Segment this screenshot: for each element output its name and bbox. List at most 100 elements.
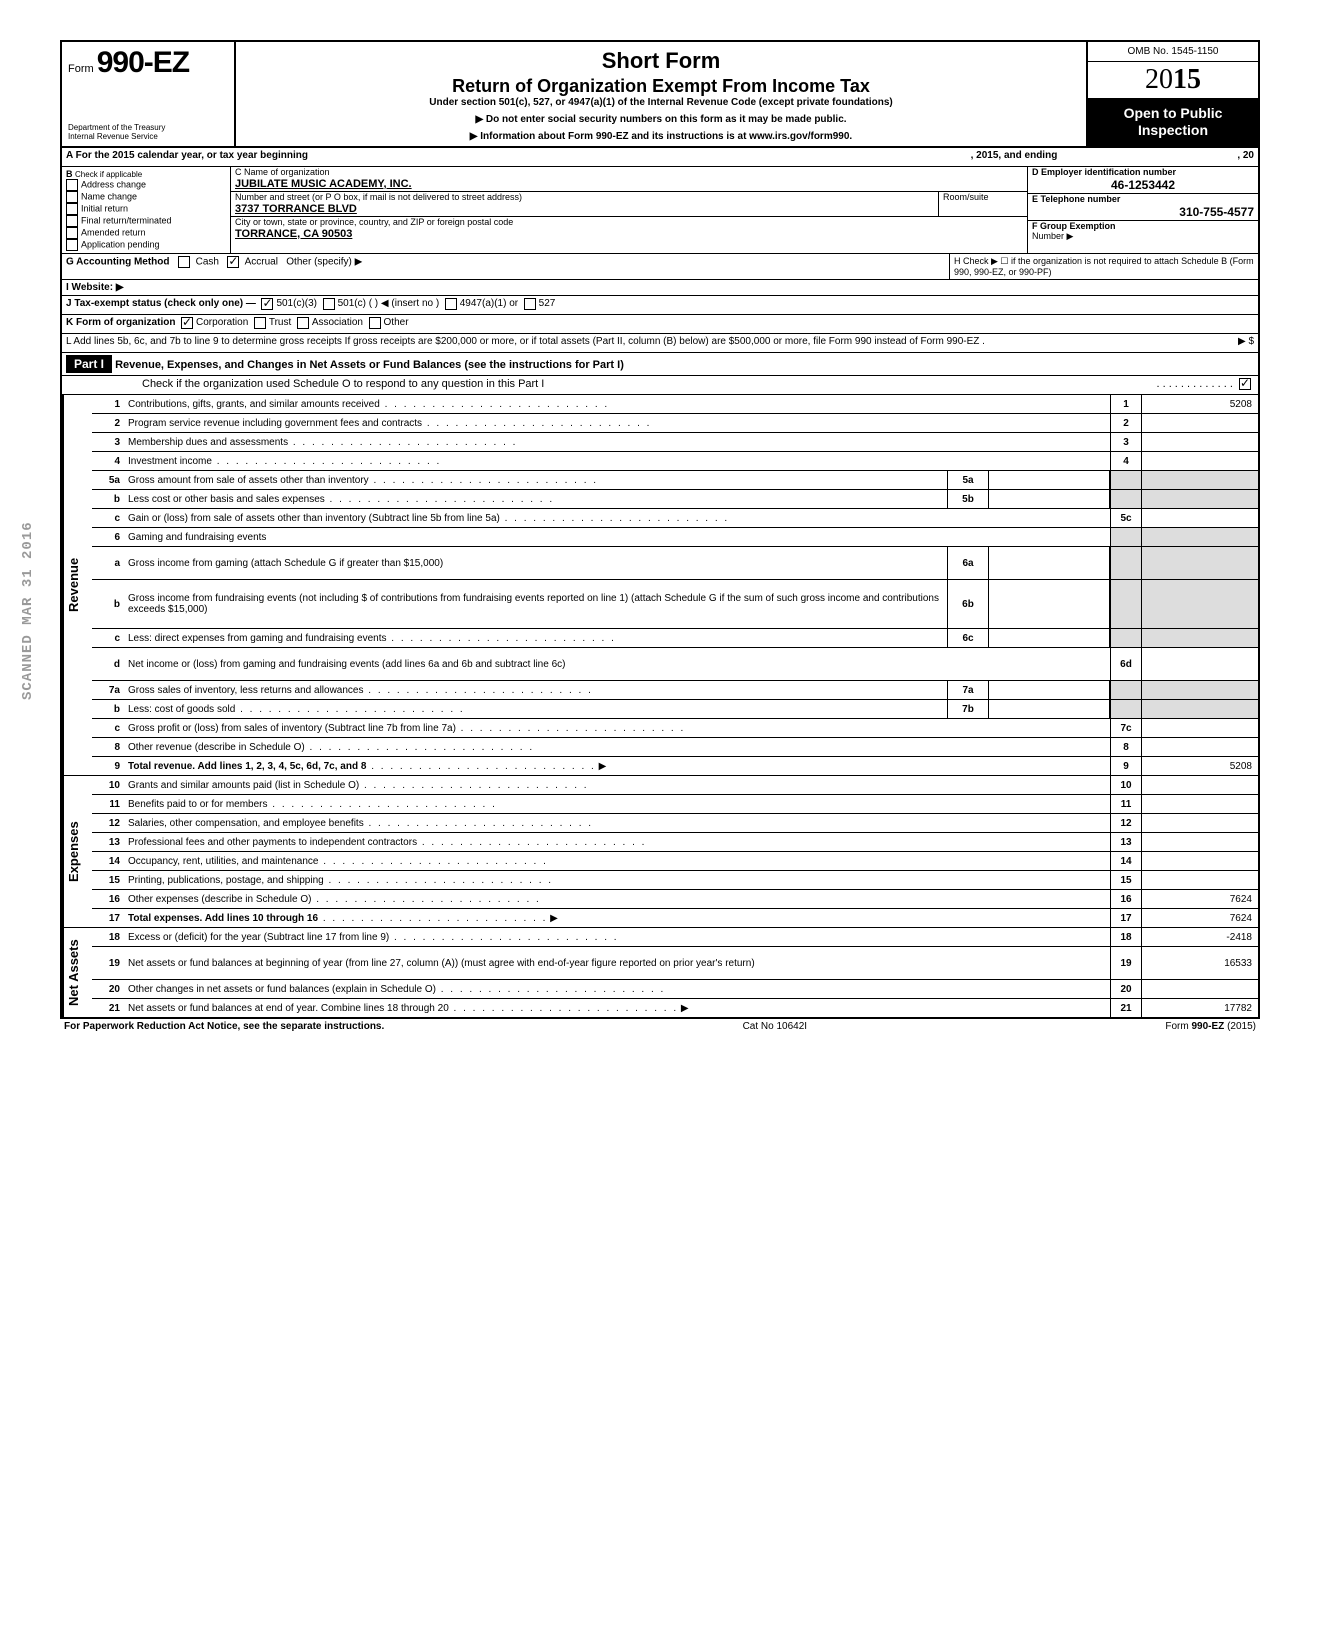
city-state-zip: TORRANCE, CA 90503: [235, 228, 1023, 240]
title-return: Return of Organization Exempt From Incom…: [244, 76, 1078, 97]
val-line10: [1141, 776, 1258, 794]
val-line2: [1141, 414, 1258, 432]
street-address: 3737 TORRANCE BLVD: [235, 203, 934, 215]
footer-right: Form 990-EZ (2015): [1165, 1021, 1256, 1032]
form-number: 990-EZ: [97, 46, 189, 79]
title-short-form: Short Form: [244, 48, 1078, 74]
b-label: B: [66, 169, 73, 179]
room-suite-label: Room/suite: [938, 192, 1027, 216]
chk-app-pending[interactable]: Application pending: [66, 239, 226, 251]
instr-no-ssn: Do not enter social security numbers on …: [244, 114, 1078, 125]
title-cell: Short Form Return of Organization Exempt…: [236, 42, 1088, 146]
row-i-website: I Website: ▶: [62, 280, 1258, 296]
chk-final-return[interactable]: Final return/terminated: [66, 215, 226, 227]
subtitle: Under section 501(c), 527, or 4947(a)(1)…: [244, 97, 1078, 108]
part1-schedO-row: Check if the organization used Schedule …: [62, 376, 1258, 395]
chk-initial-return[interactable]: Initial return: [66, 203, 226, 215]
val-line13: [1141, 833, 1258, 851]
form-number-block: Form 990-EZ: [68, 46, 228, 80]
chk-schedO[interactable]: [1239, 378, 1251, 390]
net-assets-section: Net Assets 18Excess or (deficit) for the…: [62, 928, 1258, 1017]
form-id-cell: Form 990-EZ Department of the Treasury I…: [62, 42, 236, 146]
row-j-tax-status: J Tax-exempt status (check only one) — 5…: [62, 296, 1258, 315]
form-header: Form 990-EZ Department of the Treasury I…: [62, 42, 1258, 148]
row-g-h: G Accounting Method Cash Accrual Other (…: [62, 254, 1258, 280]
form-prefix: Form: [68, 63, 94, 75]
l-text: L Add lines 5b, 6c, and 7b to line 9 to …: [66, 336, 1238, 350]
open-public-l1: Open to Public: [1090, 105, 1256, 122]
h-check-text: H Check ▶ ☐ if the organization is not r…: [949, 254, 1258, 279]
val-line8: [1141, 738, 1258, 756]
sidebar-revenue: Revenue: [62, 395, 92, 775]
val-line15: [1141, 871, 1258, 889]
d-label: D Employer identification number: [1032, 168, 1254, 178]
chk-name-change[interactable]: Name change: [66, 191, 226, 203]
open-to-public: Open to Public Inspection: [1088, 99, 1258, 146]
omb-number: OMB No. 1545-1150: [1088, 42, 1258, 62]
row-a-tax-year: A For the 2015 calendar year, or tax yea…: [62, 148, 1258, 167]
chk-4947[interactable]: [445, 298, 457, 310]
col-def: D Employer identification number 46-1253…: [1027, 167, 1258, 253]
val-line18: -2418: [1141, 928, 1258, 946]
val-line20: [1141, 980, 1258, 998]
row-a-mid: , 2015, and ending: [971, 150, 1058, 164]
c-label: C Name of organization: [235, 168, 1023, 178]
row-a-end: , 20: [1237, 150, 1254, 164]
chk-other-org[interactable]: [369, 317, 381, 329]
col-c-org-info: C Name of organization JUBILATE MUSIC AC…: [231, 167, 1027, 253]
chk-501c3[interactable]: [261, 298, 273, 310]
part1-header-row: Part I Revenue, Expenses, and Changes in…: [62, 353, 1258, 376]
j-label: J Tax-exempt status (check only one) —: [66, 298, 256, 312]
row-a-label: A For the 2015 calendar year, or tax yea…: [66, 150, 308, 164]
b-check-label: Check if applicable: [75, 170, 142, 179]
val-line9: 5208: [1141, 757, 1258, 775]
chk-trust[interactable]: [254, 317, 266, 329]
chk-address-change[interactable]: Address change: [66, 179, 226, 191]
val-line3: [1141, 433, 1258, 451]
row-l-gross-receipts: L Add lines 5b, 6c, and 7b to line 9 to …: [62, 334, 1258, 353]
l-arrow: ▶ $: [1238, 336, 1254, 350]
identity-block: B Check if applicable Address change Nam…: [62, 167, 1258, 254]
e-phone-row: E Telephone number 310-755-4577: [1028, 194, 1258, 221]
chk-527[interactable]: [524, 298, 536, 310]
dept-block: Department of the Treasury Internal Reve…: [68, 124, 228, 142]
val-line4: [1141, 452, 1258, 470]
val-line12: [1141, 814, 1258, 832]
val-line21: 17782: [1141, 999, 1258, 1017]
open-public-l2: Inspection: [1090, 122, 1256, 139]
chk-association[interactable]: [297, 317, 309, 329]
chk-amended-return[interactable]: Amended return: [66, 227, 226, 239]
sidebar-net-assets: Net Assets: [62, 928, 92, 1017]
sidebar-expenses: Expenses: [62, 776, 92, 927]
tax-year: 2015: [1088, 62, 1258, 99]
k-label: K Form of organization: [66, 317, 175, 331]
chk-accrual[interactable]: [227, 256, 239, 268]
footer-left: For Paperwork Reduction Act Notice, see …: [64, 1021, 384, 1032]
val-line7c: [1141, 719, 1258, 737]
part1-title: Revenue, Expenses, and Changes in Net As…: [115, 359, 624, 371]
chk-cash[interactable]: [178, 256, 190, 268]
e-label: E Telephone number: [1032, 195, 1254, 205]
instr-website: Information about Form 990-EZ and its in…: [244, 131, 1078, 142]
ein-value: 46-1253442: [1032, 178, 1254, 192]
schedO-text: Check if the organization used Schedule …: [142, 378, 1156, 392]
val-line5c: [1141, 509, 1258, 527]
chk-corporation[interactable]: [181, 317, 193, 329]
chk-501c[interactable]: [323, 298, 335, 310]
val-line11: [1141, 795, 1258, 813]
form-990ez: Form 990-EZ Department of the Treasury I…: [60, 40, 1260, 1019]
part1-tab: Part I: [66, 355, 112, 373]
val-line6d: [1141, 648, 1258, 680]
org-name: JUBILATE MUSIC ACADEMY, INC.: [235, 178, 1023, 190]
expenses-section: Expenses 10Grants and similar amounts pa…: [62, 776, 1258, 928]
f-group-row: F Group Exemption Number ▶: [1028, 221, 1258, 253]
footer: For Paperwork Reduction Act Notice, see …: [60, 1019, 1260, 1034]
c-city-row: City or town, state or province, country…: [231, 217, 1027, 253]
val-line19: 16533: [1141, 947, 1258, 979]
f-sub: Number ▶: [1032, 232, 1254, 242]
col-b-checkboxes: B Check if applicable Address change Nam…: [62, 167, 231, 253]
d-ein-row: D Employer identification number 46-1253…: [1028, 167, 1258, 194]
scanned-stamp: SCANNED MAR 31 2016: [20, 521, 36, 700]
g-label: G Accounting Method: [66, 257, 170, 268]
addr-label: Number and street (or P O box, if mail i…: [235, 193, 934, 203]
